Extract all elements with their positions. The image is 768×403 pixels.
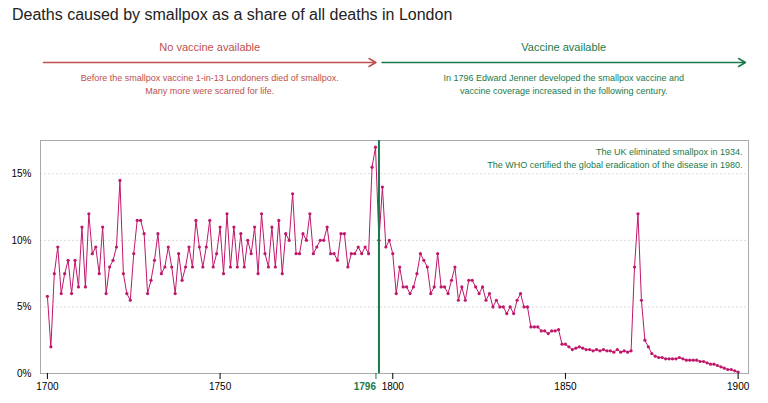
svg-text:1850: 1850 (554, 381, 577, 392)
svg-text:In 1796 Edward Jenner develope: In 1796 Edward Jenner developed the smal… (443, 73, 684, 96)
svg-text:0%: 0% (17, 368, 32, 379)
svg-text:The UK eliminated smallpox in: The UK eliminated smallpox in 1934.The W… (487, 147, 742, 170)
svg-text:10%: 10% (11, 235, 31, 246)
svg-text:1700: 1700 (36, 381, 59, 392)
svg-text:1796: 1796 (354, 381, 377, 392)
html-text:Deaths caused by smallpox as a: Deaths caused by smallpox as a share of … (12, 6, 453, 23)
svg-text:Before the smallpox vaccine 1-: Before the smallpox vaccine 1-in-13 Lond… (81, 73, 339, 96)
svg-text:1900: 1900 (727, 381, 750, 392)
svg-text:Vaccine available: Vaccine available (521, 41, 606, 53)
svg-text:1750: 1750 (209, 381, 232, 392)
svg-text:1800: 1800 (382, 381, 405, 392)
svg-text:No vaccine available: No vaccine available (159, 41, 260, 53)
svg-text:5%: 5% (17, 301, 32, 312)
svg-text:15%: 15% (11, 168, 31, 179)
